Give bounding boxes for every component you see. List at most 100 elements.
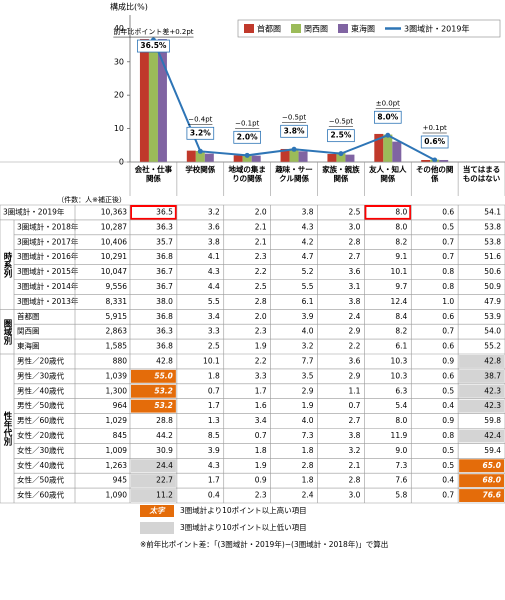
cell-value: 1.7 <box>255 386 267 395</box>
cell-value: 4.7 <box>302 252 314 261</box>
cell-value: 36.3 <box>156 327 173 336</box>
bar <box>195 150 205 162</box>
group-label: 性年代別 <box>2 411 13 447</box>
cell-value: 59.8 <box>484 416 501 425</box>
cell-value: 4.1 <box>208 252 220 261</box>
cell-value: 7.3 <box>302 431 314 440</box>
cell-highlight-low <box>131 489 176 502</box>
cell-value: 5.4 <box>395 401 407 410</box>
bar <box>204 153 214 162</box>
cell-value: 2.5 <box>255 282 267 291</box>
note-label: 太字 <box>149 506 166 515</box>
note-text: 3圏域計より10ポイント以上低い項目 <box>180 522 307 532</box>
cell-value: 2.8 <box>302 461 314 470</box>
cell-highlight-box <box>130 205 177 220</box>
row-label: 女性／40歳代 <box>17 460 65 470</box>
bar <box>251 155 261 162</box>
column-header-line: クル関係 <box>279 173 309 183</box>
bar <box>439 159 449 162</box>
row-label: 3圏域計・2018年 <box>17 221 79 231</box>
row-count: 9,556 <box>106 282 128 291</box>
cell-value: 6.1 <box>395 342 407 351</box>
cell-value: 7.7 <box>302 356 314 365</box>
legend-label: 首都圏 <box>257 24 281 34</box>
cell-value: 54.0 <box>484 327 501 336</box>
cell-value: 36.5 <box>156 207 173 216</box>
cell-value: 2.3 <box>255 252 267 261</box>
cell-value: 8.5 <box>208 431 220 440</box>
cell-value: 50.9 <box>484 282 501 291</box>
row-count: 1,585 <box>106 342 128 351</box>
bar <box>298 151 308 162</box>
unit-note: （件数：人※補正後） <box>57 195 126 204</box>
cell-value: 4.0 <box>302 416 314 425</box>
annotation: −0.1pt <box>235 119 259 127</box>
cell-value: 3.9 <box>302 312 314 321</box>
bar <box>148 40 158 162</box>
cell-value: 3.4 <box>255 416 267 425</box>
cell-value: 35.7 <box>156 237 173 246</box>
cell-value: 0.5 <box>442 446 454 455</box>
cell-value: 1.9 <box>255 342 267 351</box>
cell-value: 9.0 <box>395 446 407 455</box>
cell-value: 2.4 <box>348 312 360 321</box>
bar <box>139 39 149 162</box>
column-header-line: 家族・親族 <box>322 164 360 174</box>
cell-value: 3.1 <box>348 282 360 291</box>
cell-highlight-box <box>364 205 412 220</box>
cell-value: 0.6 <box>442 342 454 351</box>
cell-value: 2.0 <box>255 207 267 216</box>
bar <box>374 133 384 162</box>
row-count: 10,406 <box>101 237 127 246</box>
row-count: 5,915 <box>106 312 128 321</box>
row-label: 女性／30歳代 <box>17 445 65 455</box>
annotation: −0.5pt <box>329 118 353 126</box>
cell-value: 76.6 <box>482 491 501 500</box>
cell-value: 3.8 <box>302 207 314 216</box>
cell-value: 53.8 <box>484 222 501 231</box>
note-swatch <box>140 505 174 517</box>
annotation: −0.5pt <box>282 113 306 121</box>
legend-label: 東海圏 <box>351 24 375 34</box>
row-count: 10,287 <box>101 222 127 231</box>
cell-value: 4.3 <box>208 461 220 470</box>
cell-value: 0.9 <box>442 356 454 365</box>
cell-value: 54.1 <box>484 207 501 216</box>
annotation: ±0.0pt <box>376 99 400 107</box>
cell-value: 53.9 <box>484 312 501 321</box>
cell-value: 36.7 <box>156 282 173 291</box>
cell-value: 0.7 <box>442 491 454 500</box>
cell-value: 0.6 <box>442 371 454 380</box>
cell-value: 2.9 <box>348 327 360 336</box>
cell-value: 5.5 <box>208 297 220 306</box>
cell-value: 47.9 <box>484 297 501 306</box>
row-label: 3圏域計・2019年 <box>3 206 65 216</box>
cell-value: 8.0 <box>395 222 407 231</box>
cell-value: 30.9 <box>156 446 173 455</box>
cell-highlight-high <box>131 369 176 383</box>
column-header: 趣味・サークル関係 <box>274 164 313 183</box>
cell-value: 0.5 <box>442 461 454 470</box>
column-header: 学校関係 <box>185 164 215 174</box>
value-label-box <box>137 39 170 53</box>
cell-value: 3.0 <box>348 491 360 500</box>
cell-value: 2.8 <box>255 297 267 306</box>
row-label: 男性／20歳代 <box>17 355 65 365</box>
cell-highlight-low <box>459 384 504 398</box>
cell-value: 6.3 <box>395 386 407 395</box>
bar <box>242 154 252 162</box>
column-header: 地域の集まりの関係 <box>228 164 266 183</box>
cell-value: 2.7 <box>348 416 360 425</box>
cell-value: 2.4 <box>302 491 314 500</box>
cell-value: 10.3 <box>391 356 408 365</box>
cell-value: 55.2 <box>484 342 501 351</box>
line-marker <box>244 152 250 158</box>
cell-value: 1.3 <box>208 416 220 425</box>
cell-value: 8.2 <box>395 237 407 246</box>
row-count: 945 <box>113 476 128 485</box>
value-label: 0.6% <box>424 137 445 146</box>
row-count: 10,363 <box>101 207 127 216</box>
bar <box>280 148 290 162</box>
cell-value: 8.0 <box>395 207 407 216</box>
row-count: 10,291 <box>101 252 127 261</box>
